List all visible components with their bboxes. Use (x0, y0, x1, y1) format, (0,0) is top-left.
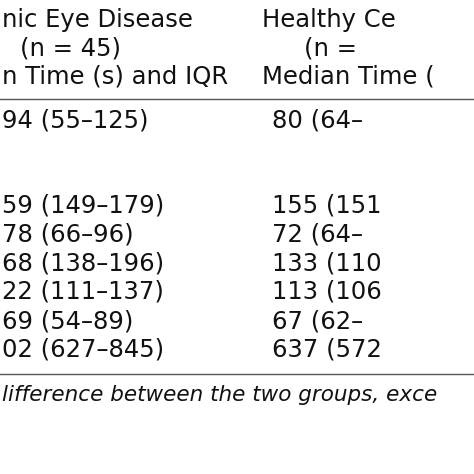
Text: 69 (54–89): 69 (54–89) (2, 309, 133, 333)
Text: n Time (s) and IQR: n Time (s) and IQR (2, 64, 228, 88)
Text: (n = 45): (n = 45) (20, 36, 121, 60)
Text: 133 (110: 133 (110 (272, 251, 382, 275)
Text: 113 (106: 113 (106 (272, 280, 382, 304)
Text: 78 (66–96): 78 (66–96) (2, 222, 134, 246)
Text: 94 (55–125): 94 (55–125) (2, 108, 148, 132)
Text: 68 (138–196): 68 (138–196) (2, 251, 164, 275)
Text: 59 (149–179): 59 (149–179) (2, 193, 164, 217)
Text: lifference between the two groups, exce: lifference between the two groups, exce (2, 385, 437, 405)
Text: 80 (64–: 80 (64– (272, 108, 363, 132)
Text: Median Time (: Median Time ( (262, 64, 435, 88)
Text: (n =: (n = (304, 36, 370, 60)
Text: 02 (627–845): 02 (627–845) (2, 338, 164, 362)
Text: nic Eye Disease: nic Eye Disease (2, 8, 193, 32)
Text: 155 (151: 155 (151 (272, 193, 382, 217)
Text: 637 (572: 637 (572 (272, 338, 382, 362)
Text: 22 (111–137): 22 (111–137) (2, 280, 164, 304)
Text: 67 (62–: 67 (62– (272, 309, 363, 333)
Text: 72 (64–: 72 (64– (272, 222, 363, 246)
Text: Healthy Cе: Healthy Cе (262, 8, 396, 32)
